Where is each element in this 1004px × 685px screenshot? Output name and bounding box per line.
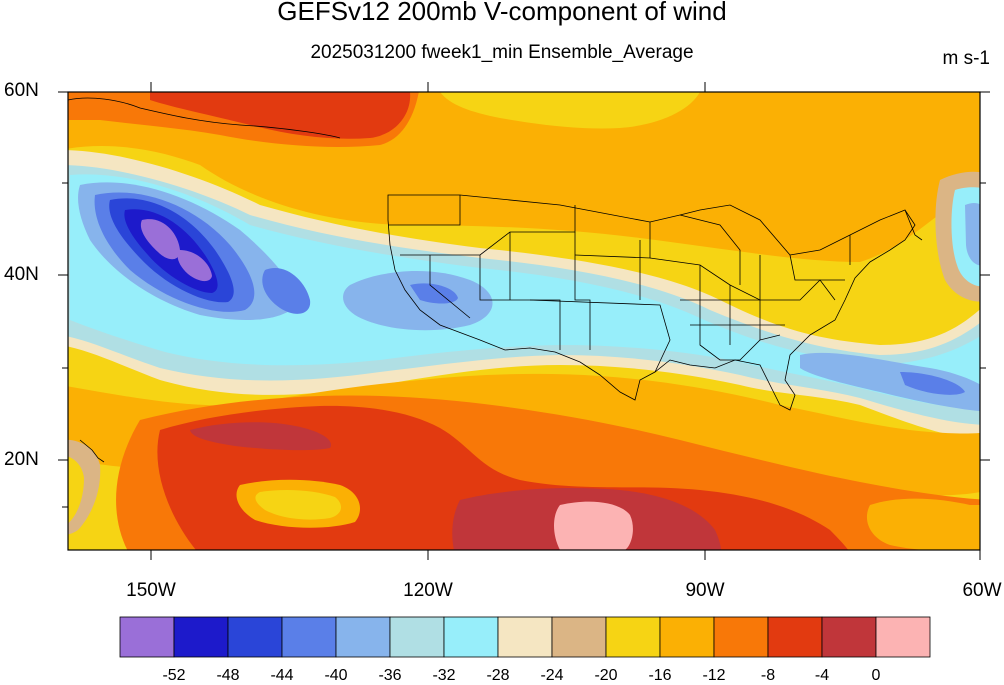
- lat-label-40n: 40N: [4, 264, 39, 285]
- colorbar-label: -28: [486, 667, 510, 684]
- map-subtitle: 2025031200 fweek1_min Ensemble_Average: [310, 42, 694, 63]
- contour-south-pink: [554, 501, 633, 550]
- colorbar-box: [173, 616, 229, 658]
- colorbar-label: -16: [648, 667, 672, 684]
- colorbar-label: -8: [760, 667, 776, 684]
- units-label: m s-1: [942, 48, 991, 69]
- colorbar-label: -20: [594, 667, 618, 684]
- contour-se-orange: [866, 498, 980, 550]
- contour-california-light-blue: [343, 270, 493, 331]
- colorbar-label: 0: [871, 667, 881, 684]
- colorbar-box: [335, 616, 391, 658]
- colorbar-box: [497, 616, 553, 658]
- map-title: GEFSv12 200mb V-component of wind: [277, 0, 727, 26]
- state-line-6: [574, 232, 591, 350]
- colorbar-box: [659, 616, 715, 658]
- lon-label-90w: 90W: [685, 580, 725, 601]
- colorbar-label: -4: [814, 667, 830, 684]
- contour-pacific-blue-small: [262, 268, 311, 314]
- contour-atlantic-blue: [900, 372, 965, 395]
- state-line-15: [789, 254, 836, 301]
- colorbar: [119, 616, 931, 658]
- state-line-3: [429, 255, 471, 319]
- contour-min-purple-b: [177, 250, 212, 282]
- colorbar-box: [605, 616, 661, 658]
- colorbar-box: [281, 616, 337, 658]
- map-frame: [67, 91, 981, 551]
- contour-cyan-band: [70, 174, 980, 410]
- state-line-4: [479, 255, 561, 350]
- state-line-7: [529, 299, 671, 373]
- lat-label-60n: 60N: [4, 80, 39, 101]
- contour-atlantic-light-blue: [800, 352, 980, 412]
- tick-marks: [58, 82, 990, 560]
- colorbar-box: [227, 616, 283, 658]
- contour-min-purple-a: [140, 219, 180, 260]
- colorbar-label: -36: [378, 667, 402, 684]
- lon-label-150w: 150W: [126, 580, 176, 601]
- lon-label-120w: 120W: [403, 580, 453, 601]
- contour-nw-red: [150, 92, 411, 139]
- colorbar-label: -40: [324, 667, 348, 684]
- contour-north-yellow: [440, 92, 700, 129]
- colorbar-box: [767, 616, 823, 658]
- colorbar-box: [875, 616, 931, 658]
- colorbar-box: [551, 616, 607, 658]
- state-boundaries: [387, 194, 916, 411]
- state-line-14: [679, 214, 741, 285]
- state-line-1: [388, 195, 461, 226]
- contour-west-yellow: [68, 456, 84, 524]
- contour-east-blue: [965, 203, 980, 266]
- colorbar-label: -24: [540, 667, 564, 684]
- contour-field: [68, 92, 980, 550]
- colorbar-box: [821, 616, 877, 658]
- contour-south-yellow-island: [255, 489, 342, 520]
- coastlines: [67, 97, 923, 463]
- colorbar-box: [443, 616, 499, 658]
- lat-label-20n: 20N: [4, 449, 39, 470]
- maritime-coast: [904, 209, 923, 241]
- colorbar-box: [389, 616, 445, 658]
- colorbar-label: -44: [270, 667, 294, 684]
- hawaii-islands: [79, 439, 105, 463]
- lon-label-60w: 60W: [962, 580, 1002, 601]
- state-line-11: [699, 265, 781, 361]
- colorbar-label: -12: [702, 667, 726, 684]
- colorbar-box: [713, 616, 769, 658]
- colorbar-label: -48: [216, 667, 240, 684]
- alaska-coast: [67, 97, 341, 139]
- colorbar-box: [119, 616, 175, 658]
- colorbar-label: -52: [162, 667, 186, 684]
- contour-south-crimson-a: [190, 422, 331, 451]
- colorbar-label: -32: [432, 667, 456, 684]
